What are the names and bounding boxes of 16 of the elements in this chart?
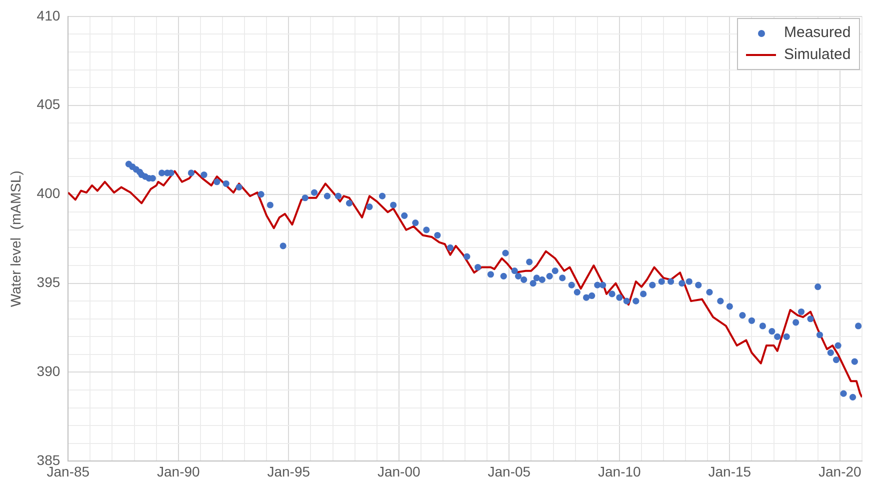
y-tick-label: 390 xyxy=(36,363,60,380)
x-tick-label: Jan-00 xyxy=(377,463,420,480)
y-tick-label: 400 xyxy=(36,185,60,202)
x-tick-label: Jan-15 xyxy=(708,463,752,480)
y-tick-label: 405 xyxy=(36,96,60,112)
x-tick-label: Jan-90 xyxy=(156,463,200,480)
legend-label: Simulated xyxy=(784,45,851,66)
y-axis-title: Water level (mAMSL) xyxy=(7,170,24,307)
x-tick-label: Jan-10 xyxy=(598,463,642,480)
legend-label: Measured xyxy=(784,23,851,44)
y-tick-label: 395 xyxy=(36,274,60,290)
y-tick-label: 385 xyxy=(36,452,60,468)
x-tick-label: Jan-95 xyxy=(267,463,310,480)
x-tick-label: Jan-20 xyxy=(818,463,862,480)
x-tick-label: Jan-05 xyxy=(488,463,531,480)
y-tick-label: 410 xyxy=(36,7,60,24)
